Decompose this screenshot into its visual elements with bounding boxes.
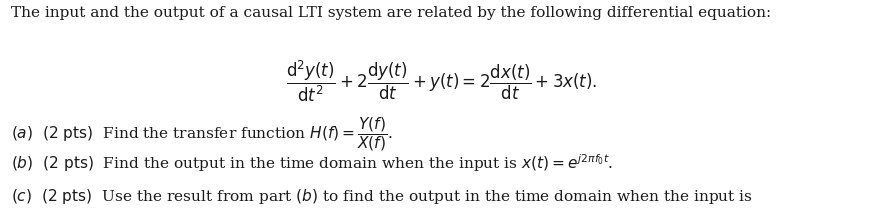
Text: $(a)$  $(2\ \mathrm{pts})$  Find the transfer function $H(f) = \dfrac{Y(f)}{X(f): $(a)$ $(2\ \mathrm{pts})$ Find the trans… [11,115,392,153]
Text: $\dfrac{\mathrm{d}^2y(t)}{\mathrm{d}t^2} + 2\dfrac{\mathrm{d}y(t)}{\mathrm{d}t} : $\dfrac{\mathrm{d}^2y(t)}{\mathrm{d}t^2}… [286,58,598,104]
Text: The input and the output of a causal LTI system are related by the following dif: The input and the output of a causal LTI… [11,6,771,20]
Text: $(b)$  $(2\ \mathrm{pts})$  Find the output in the time domain when the input is: $(b)$ $(2\ \mathrm{pts})$ Find the outpu… [11,152,613,173]
Text: $(c)$  $(2\ \mathrm{pts})$  Use the result from part $(b)$ to find the output in: $(c)$ $(2\ \mathrm{pts})$ Use the result… [11,187,752,206]
